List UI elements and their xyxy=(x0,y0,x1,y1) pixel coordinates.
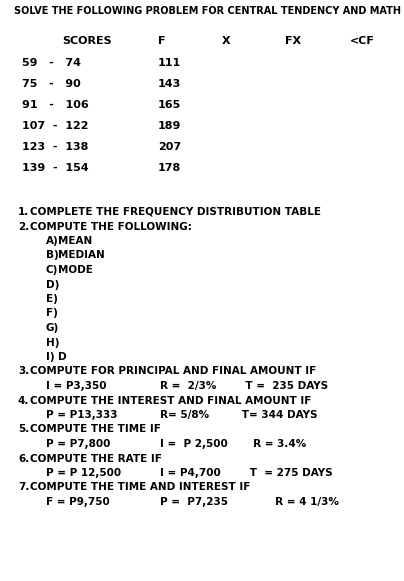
Text: 5.: 5. xyxy=(18,425,29,435)
Text: 189: 189 xyxy=(158,121,181,131)
Text: 123  -  138: 123 - 138 xyxy=(22,142,88,152)
Text: FX: FX xyxy=(285,36,301,46)
Text: COMPUTE FOR PRINCIPAL AND FINAL AMOUNT IF: COMPUTE FOR PRINCIPAL AND FINAL AMOUNT I… xyxy=(30,367,316,376)
Text: G): G) xyxy=(46,323,59,333)
Text: 75   -   90: 75 - 90 xyxy=(22,79,81,89)
Text: R= 5/8%         T= 344 DAYS: R= 5/8% T= 344 DAYS xyxy=(160,410,318,420)
Text: 178: 178 xyxy=(158,163,181,173)
Text: P = P7,800: P = P7,800 xyxy=(46,439,110,449)
Text: I =  P 2,500       R = 3.4%: I = P 2,500 R = 3.4% xyxy=(160,439,306,449)
Text: MODE: MODE xyxy=(58,265,93,275)
Text: E): E) xyxy=(46,294,58,304)
Text: SCORES: SCORES xyxy=(62,36,112,46)
Text: F): F) xyxy=(46,309,58,318)
Text: 111: 111 xyxy=(158,58,181,68)
Text: P = P 12,500: P = P 12,500 xyxy=(46,468,121,478)
Text: X: X xyxy=(222,36,231,46)
Text: 6.: 6. xyxy=(18,454,29,464)
Text: COMPUTE THE FOLLOWING:: COMPUTE THE FOLLOWING: xyxy=(30,221,192,231)
Text: MEAN: MEAN xyxy=(58,236,92,246)
Text: P = P13,333: P = P13,333 xyxy=(46,410,118,420)
Text: 4.: 4. xyxy=(18,396,29,406)
Text: 59   -   74: 59 - 74 xyxy=(22,58,81,68)
Text: 143: 143 xyxy=(158,79,181,89)
Text: D): D) xyxy=(46,279,59,289)
Text: F = P9,750: F = P9,750 xyxy=(46,497,110,507)
Text: F: F xyxy=(158,36,166,46)
Text: I): I) xyxy=(46,352,55,362)
Text: 107  -  122: 107 - 122 xyxy=(22,121,88,131)
Text: D: D xyxy=(58,352,67,362)
Text: I = P4,700        T  = 275 DAYS: I = P4,700 T = 275 DAYS xyxy=(160,468,332,478)
Text: COMPUTE THE INTEREST AND FINAL AMOUNT IF: COMPUTE THE INTEREST AND FINAL AMOUNT IF xyxy=(30,396,311,406)
Text: H): H) xyxy=(46,338,59,347)
Text: MEDIAN: MEDIAN xyxy=(58,250,105,260)
Text: COMPUTE THE TIME IF: COMPUTE THE TIME IF xyxy=(30,425,161,435)
Text: 7.: 7. xyxy=(18,482,29,493)
Text: A): A) xyxy=(46,236,59,246)
Text: 139  -  154: 139 - 154 xyxy=(22,163,88,173)
Text: <CF: <CF xyxy=(350,36,375,46)
Text: COMPLETE THE FREQUENCY DISTRIBUTION TABLE: COMPLETE THE FREQUENCY DISTRIBUTION TABL… xyxy=(30,207,321,217)
Text: C): C) xyxy=(46,265,58,275)
Text: P =  P7,235             R = 4 1/3%: P = P7,235 R = 4 1/3% xyxy=(160,497,339,507)
Text: COMPUTE THE RATE IF: COMPUTE THE RATE IF xyxy=(30,454,162,464)
Text: I = P3,350: I = P3,350 xyxy=(46,381,107,391)
Text: R =  2/3%        T =  235 DAYS: R = 2/3% T = 235 DAYS xyxy=(160,381,328,391)
Text: 2.: 2. xyxy=(18,221,29,231)
Text: 165: 165 xyxy=(158,100,181,110)
Text: 207: 207 xyxy=(158,142,181,152)
Text: COMPUTE THE TIME AND INTEREST IF: COMPUTE THE TIME AND INTEREST IF xyxy=(30,482,250,493)
Text: SOLVE THE FOLLOWING PROBLEM FOR CENTRAL TENDENCY AND MATH: SOLVE THE FOLLOWING PROBLEM FOR CENTRAL … xyxy=(14,6,401,16)
Text: B): B) xyxy=(46,250,59,260)
Text: 3.: 3. xyxy=(18,367,29,376)
Text: 91   -   106: 91 - 106 xyxy=(22,100,89,110)
Text: 1.: 1. xyxy=(18,207,29,217)
